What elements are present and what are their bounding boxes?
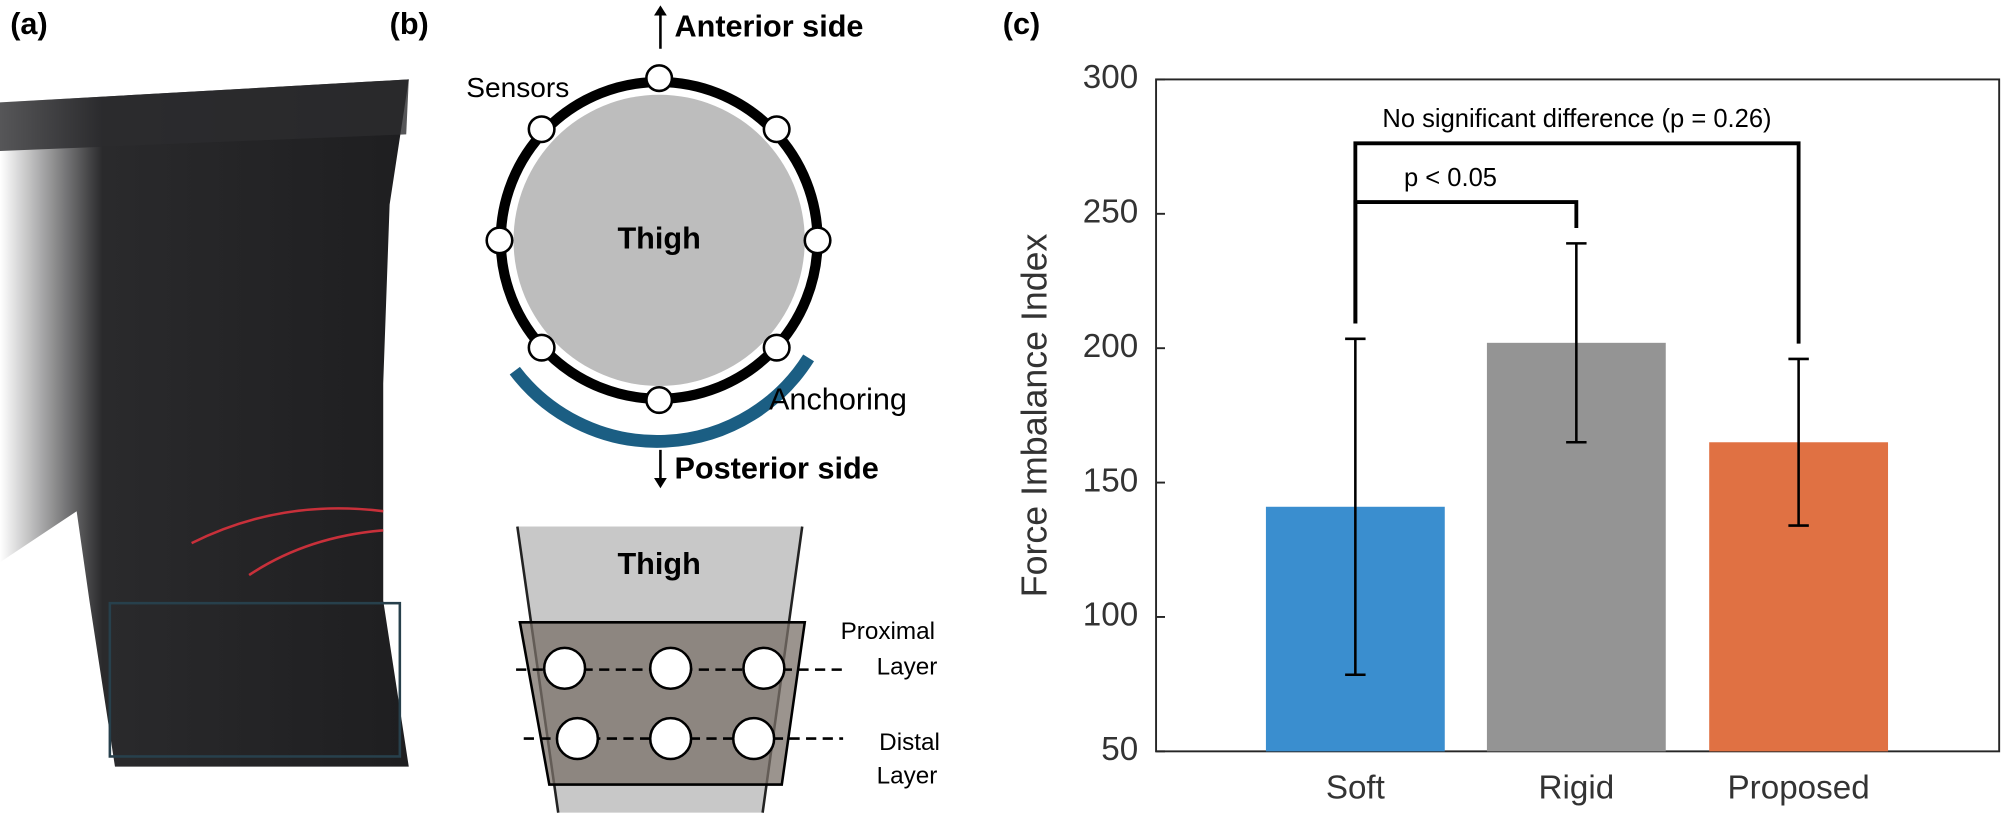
layer-sensors <box>542 646 786 761</box>
diagram-label: Thigh <box>617 221 700 255</box>
diagram-label: Anchoring <box>769 382 907 416</box>
y-tick-label: 200 <box>1083 328 1138 365</box>
diagram-label: Anterior side <box>674 9 863 43</box>
diagram-label: Sensors <box>466 72 569 103</box>
panel-label: (c) <box>1003 7 1040 41</box>
photo-highlight-box <box>108 601 402 758</box>
x-tick-label: Soft <box>1326 769 1385 806</box>
sleeve <box>518 621 807 786</box>
photo-garment <box>0 79 409 767</box>
x-tick-label: Proposed <box>1728 769 1870 806</box>
x-tick-label: Rigid <box>1539 769 1615 806</box>
y-axis-label: Force Imbalance Index <box>1015 233 1055 597</box>
sensors <box>485 64 832 415</box>
diagram-label: Thigh <box>617 547 700 581</box>
significance-bracket <box>1353 141 1801 344</box>
y-tick-label: 250 <box>1083 194 1138 231</box>
photo-wires <box>191 507 384 577</box>
diagram-label: Proximal <box>841 618 935 645</box>
diagram-label: Distal <box>879 729 940 756</box>
arrow-head <box>654 5 667 16</box>
y-tick-label: 100 <box>1083 597 1138 634</box>
y-tick-label: 150 <box>1083 462 1138 499</box>
diagram-label: Layer <box>877 654 938 681</box>
anchoring-arc <box>509 354 815 448</box>
significance-bracket <box>1353 200 1579 324</box>
photo-waistband <box>0 79 409 151</box>
thigh-section <box>513 94 805 387</box>
diagram-label: Posterior side <box>674 451 878 485</box>
significance-label: No significant difference (p = 0.26) <box>1382 105 1771 133</box>
arrow-head <box>654 477 667 489</box>
panel-label: (b) <box>390 7 429 41</box>
y-tick-label: 50 <box>1101 731 1138 768</box>
panel-label: (a) <box>10 7 47 41</box>
significance-label: p < 0.05 <box>1404 164 1497 192</box>
diagram-label: Layer <box>877 762 938 789</box>
y-tick-label: 300 <box>1083 59 1138 96</box>
